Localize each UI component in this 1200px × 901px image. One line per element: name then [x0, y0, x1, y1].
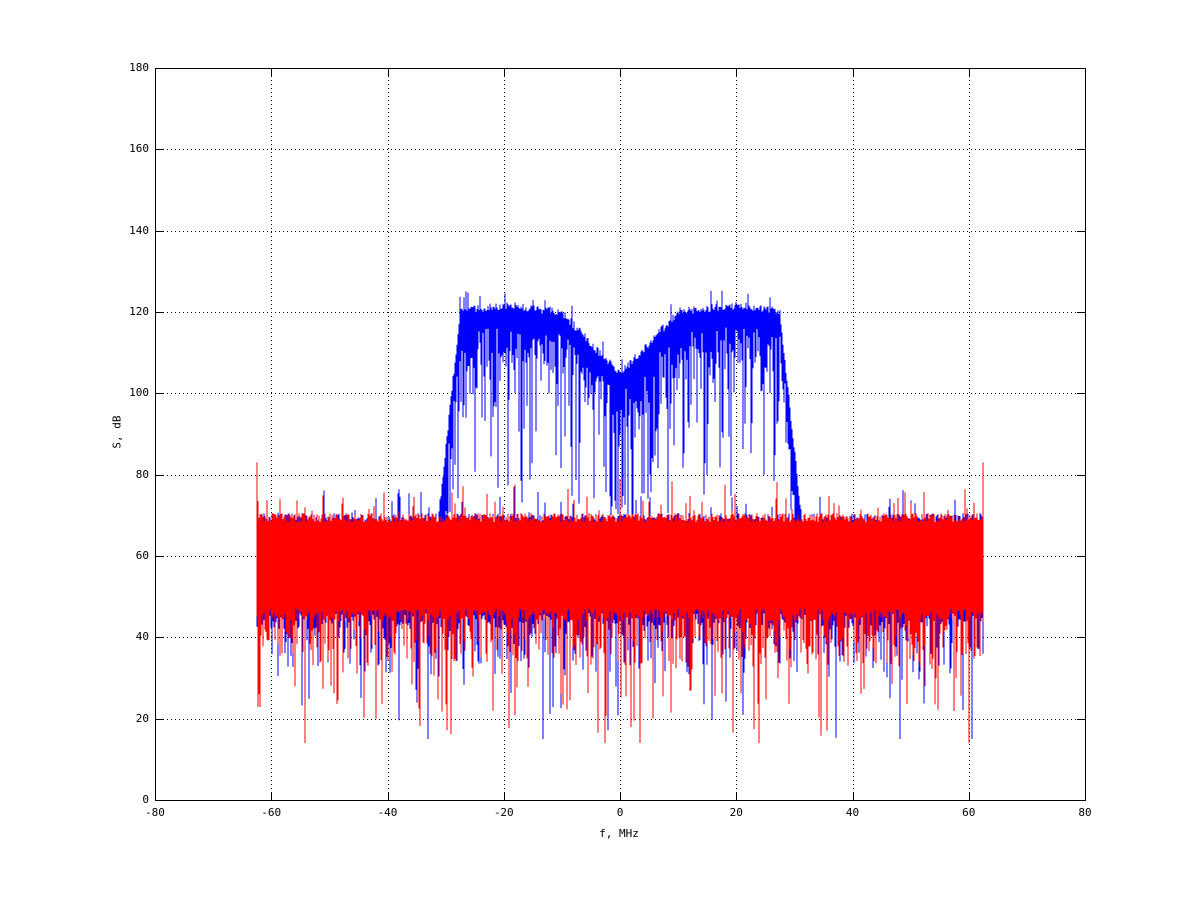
x-axis-title: f, MHz [599, 827, 639, 840]
tick-marks [155, 68, 1086, 801]
y-tick-label: 120 [129, 305, 149, 318]
y-tick-label: 0 [142, 793, 149, 806]
x-tick-label: -40 [377, 806, 398, 819]
x-tick-label: 60 [962, 806, 976, 819]
y-tick-label: 140 [129, 223, 149, 237]
y-tick-label: 180 [129, 61, 149, 74]
y-tick-label: 60 [135, 549, 149, 562]
x-tick-label: -20 [493, 806, 514, 819]
y-tick-label: 20 [135, 711, 149, 725]
x-tick-label: -60 [261, 806, 282, 819]
series-noise-red [256, 462, 984, 744]
x-tick-label: 40 [845, 806, 860, 819]
y-tick-label: 160 [129, 142, 149, 156]
y-tick-label: 40 [135, 630, 149, 644]
y-tick-label: 100 [129, 386, 149, 400]
y-tick-label: 80 [135, 467, 149, 481]
y-axis-title: S, dB [110, 415, 124, 449]
x-tick-label: -80 [145, 806, 165, 819]
x-tick-label: 0 [616, 806, 624, 819]
x-tick-label: 20 [729, 806, 743, 819]
x-tick-label: 80 [1078, 806, 1092, 819]
